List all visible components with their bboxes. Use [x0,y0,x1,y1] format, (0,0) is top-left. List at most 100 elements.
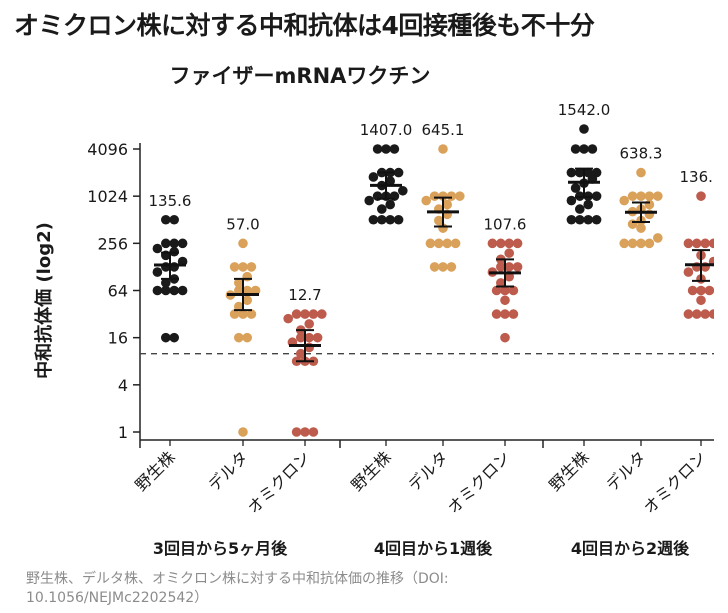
data-point [566,214,577,225]
data-point [238,427,248,437]
x-category-label: オミクロン [444,447,514,517]
data-point [619,195,629,206]
mean-value-label: 136.3 [680,168,714,186]
data-point [393,214,404,225]
data-point [364,195,375,206]
data-point [591,191,602,201]
data-point [692,238,702,249]
data-point [708,309,714,319]
data-point [491,309,502,319]
data-point [377,214,387,225]
chart-svg: ファイザーmRNAワクチン 中和抗体価 (log2) 1 4 16 64 256 1024… [33,64,714,558]
x-category-label: オミクロン [244,447,314,517]
data-point [152,267,163,277]
data-point [234,301,244,312]
data-point [300,309,310,319]
data-point [385,176,396,186]
data-point [429,191,440,201]
data-point [438,262,448,272]
group-label: 3回目から5ヶ月後 [153,539,288,558]
data-point [283,313,294,324]
x-category-label: 野生株 [545,447,592,494]
data-point [508,309,519,319]
data-point [696,191,706,201]
data-point [636,191,646,201]
data-point [169,285,179,296]
data-point [161,214,171,225]
data-point [504,248,514,258]
data-point [566,167,577,178]
data-point [575,214,585,225]
data-point [425,238,436,249]
data-point [177,238,188,249]
data-point [398,185,408,196]
data-point [455,191,465,201]
data-point [434,238,444,249]
mean-value-label: 57.0 [226,215,259,233]
data-point [583,214,593,225]
data-point [291,427,302,437]
data-point [500,295,510,306]
data-point [653,191,663,201]
data-point [229,309,240,319]
data-point [644,238,655,249]
data-point [619,238,629,249]
data-point [653,233,663,243]
data-point [504,262,514,272]
data-point [700,238,710,249]
data-point [312,332,323,343]
data-point [296,332,306,343]
data-point [636,238,646,249]
data-point [504,238,514,249]
data-point [169,332,179,343]
data-point [450,238,461,249]
data-point [496,238,506,249]
data-point [246,262,257,272]
data-point [242,295,252,306]
data-point [308,427,319,437]
data-point [687,285,698,296]
data-point [496,262,506,272]
data-point [393,167,404,178]
data-point [512,238,523,249]
mean-value-label: 12.7 [288,286,321,304]
data-point [487,238,498,249]
data-point [500,309,510,319]
data-point [636,167,646,178]
y-tick-label: 1 [118,423,128,442]
y-tick-label: 16 [108,329,128,348]
x-category-label: 野生株 [347,447,394,494]
data-point [300,427,310,437]
data-point [317,309,327,319]
x-category-label: オミクロン [640,447,710,517]
data-point [575,167,585,178]
data-point [421,195,432,206]
data-point [434,215,444,226]
data-point [169,238,179,249]
data-point [234,278,244,288]
data-point [587,144,598,154]
plot-area: 1 4 16 64 256 1024 4096 135.6 野生株 57.0 デルタ 12.7 オミクロ… [87,101,714,558]
data-point [644,191,655,201]
data-point [512,262,523,272]
data-point [583,199,593,210]
data-point [238,262,248,272]
y-tick-label: 4 [118,376,128,395]
data-point [708,238,714,249]
x-category-label: 野生株 [131,447,178,494]
data-point [508,285,519,296]
data-point [304,319,315,329]
data-point [238,238,248,249]
x-category-label: デルタ [204,447,251,494]
data-point [570,144,581,154]
group-label: 4回目から1週後 [374,539,493,558]
data-point [161,285,171,296]
data-point [368,214,379,225]
data-point [683,238,694,249]
mean-value-label: 107.6 [484,215,527,233]
mean-value-label: 135.6 [149,192,192,210]
data-point [169,214,179,225]
mean-value-label: 1542.0 [558,101,611,119]
data-point [177,285,188,296]
data-point [570,183,581,193]
